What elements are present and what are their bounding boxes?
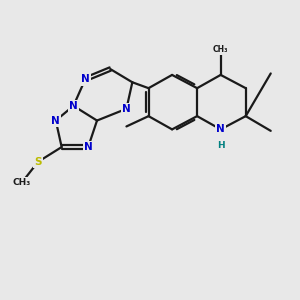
Text: N: N bbox=[216, 124, 225, 134]
Text: N: N bbox=[122, 104, 131, 114]
Text: S: S bbox=[34, 157, 42, 167]
Text: H: H bbox=[217, 141, 224, 150]
Text: N: N bbox=[69, 101, 78, 111]
Text: N: N bbox=[81, 74, 90, 84]
Text: CH₃: CH₃ bbox=[13, 178, 31, 187]
Text: N: N bbox=[51, 116, 60, 126]
Text: CH₃: CH₃ bbox=[213, 45, 228, 54]
Text: N: N bbox=[84, 142, 92, 152]
